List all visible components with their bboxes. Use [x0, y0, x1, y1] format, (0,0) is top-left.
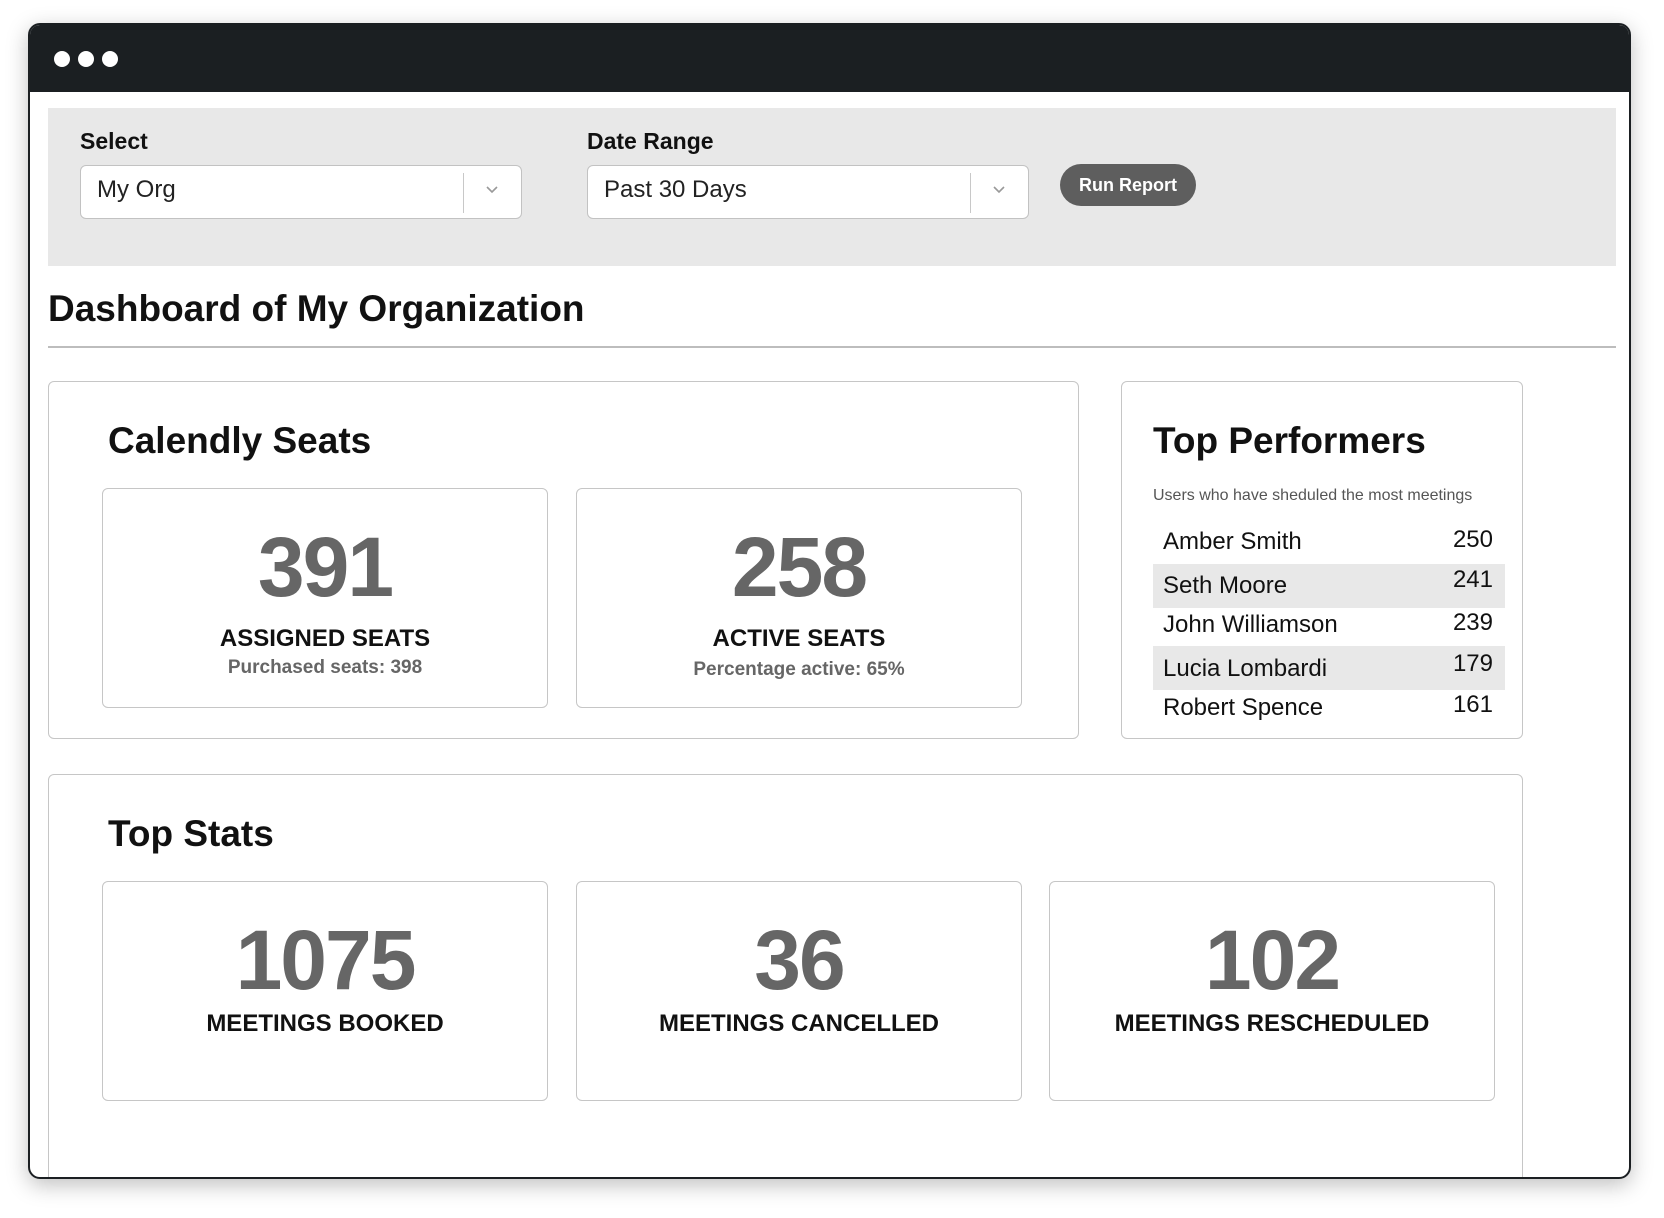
performer-row: John Williamson 239	[1153, 606, 1505, 650]
performer-name: Lucia Lombardi	[1163, 655, 1328, 682]
select-label: Select	[80, 128, 148, 154]
meetings-booked-label: MEETINGS BOOKED	[206, 1010, 444, 1037]
browser-window: Select My Org Date Range Past 30 Days Ru…	[28, 23, 1631, 1179]
date-range-value: Past 30 Days	[604, 176, 747, 203]
select-divider	[969, 173, 971, 213]
meetings-cancelled-label: MEETINGS CANCELLED	[658, 1010, 939, 1037]
chevron-down-icon[interactable]	[483, 180, 501, 198]
performer-count: 250	[1452, 526, 1493, 553]
org-select[interactable]: My Org	[80, 165, 522, 219]
select-divider	[462, 173, 464, 213]
meetings-rescheduled-card: 102 MEETINGS RESCHEDULED	[1049, 881, 1495, 1101]
performer-name: Robert Spence	[1163, 694, 1324, 721]
date-range-select[interactable]: Past 30 Days	[587, 165, 1029, 219]
run-report-button[interactable]: Run Report	[1060, 164, 1196, 206]
meetings-rescheduled-value: 102	[1204, 913, 1341, 1007]
performer-row: Robert Spence 161	[1153, 688, 1505, 732]
date-range-label: Date Range	[587, 128, 714, 154]
calendly-seats-panel: Calendly Seats 391 ASSIGNED SEATS Purcha…	[48, 381, 1079, 739]
org-select-value: My Org	[97, 176, 176, 203]
assigned-seats-label: ASSIGNED SEATS	[219, 625, 431, 652]
chevron-down-icon[interactable]	[990, 180, 1008, 198]
performer-name: Amber Smith	[1163, 528, 1302, 555]
filter-toolbar: Select My Org Date Range Past 30 Days	[48, 108, 1616, 266]
top-performers-subtitle: Users who have sheduled the most meeting…	[1153, 487, 1473, 504]
active-seats-label: ACTIVE SEATS	[712, 625, 886, 652]
performer-name: Seth Moore	[1163, 572, 1288, 599]
purchased-seats-text: Purchased seats: 398	[227, 657, 423, 678]
meetings-booked-card: 1075 MEETINGS BOOKED	[102, 881, 548, 1101]
performer-row: Lucia Lombardi 179	[1153, 646, 1505, 690]
top-performers-panel: Top Performers Users who have sheduled t…	[1121, 381, 1523, 739]
performer-row: Amber Smith 250	[1153, 520, 1505, 564]
performer-count: 241	[1452, 566, 1493, 593]
meetings-booked-value: 1075	[235, 913, 417, 1007]
assigned-seats-card: 391 ASSIGNED SEATS Purchased seats: 398	[102, 488, 548, 708]
page-title: Dashboard of My Organization	[48, 288, 585, 329]
title-divider	[48, 346, 1616, 348]
performer-count: 161	[1452, 691, 1493, 718]
meetings-cancelled-value: 36	[754, 913, 845, 1007]
top-stats-panel: Top Stats 1075 MEETINGS BOOKED 36 MEETIN…	[48, 774, 1523, 1177]
calendly-seats-title: Calendly Seats	[108, 420, 372, 461]
percentage-active-text: Percentage active: 65%	[693, 659, 905, 680]
window-dot-icon[interactable]	[78, 51, 94, 67]
assigned-seats-value: 391	[257, 520, 394, 614]
active-seats-card: 258 ACTIVE SEATS Percentage active: 65%	[576, 488, 1022, 708]
performer-row: Seth Moore 241	[1153, 564, 1505, 608]
top-stats-title: Top Stats	[108, 813, 274, 854]
top-performers-title: Top Performers	[1153, 420, 1426, 461]
performer-name: John Williamson	[1163, 611, 1338, 638]
active-seats-value: 258	[731, 520, 868, 614]
window-dot-icon[interactable]	[54, 51, 70, 67]
performer-count: 179	[1452, 650, 1493, 677]
meetings-rescheduled-label: MEETINGS RESCHEDULED	[1114, 1010, 1430, 1037]
window-titlebar	[30, 25, 1629, 92]
window-dot-icon[interactable]	[102, 51, 118, 67]
meetings-cancelled-card: 36 MEETINGS CANCELLED	[576, 881, 1022, 1101]
performer-count: 239	[1452, 609, 1493, 636]
